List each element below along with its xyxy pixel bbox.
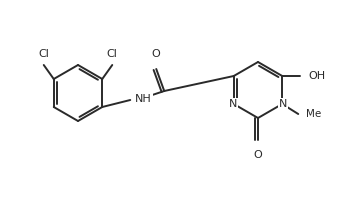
Text: Me: Me [306, 109, 322, 119]
Text: O: O [152, 49, 161, 59]
Text: NH: NH [135, 94, 152, 104]
Text: Cl: Cl [107, 49, 118, 59]
Text: Cl: Cl [38, 49, 49, 59]
Text: N: N [228, 99, 237, 109]
Text: O: O [254, 150, 262, 160]
Text: N: N [279, 99, 288, 109]
Text: OH: OH [308, 71, 325, 81]
